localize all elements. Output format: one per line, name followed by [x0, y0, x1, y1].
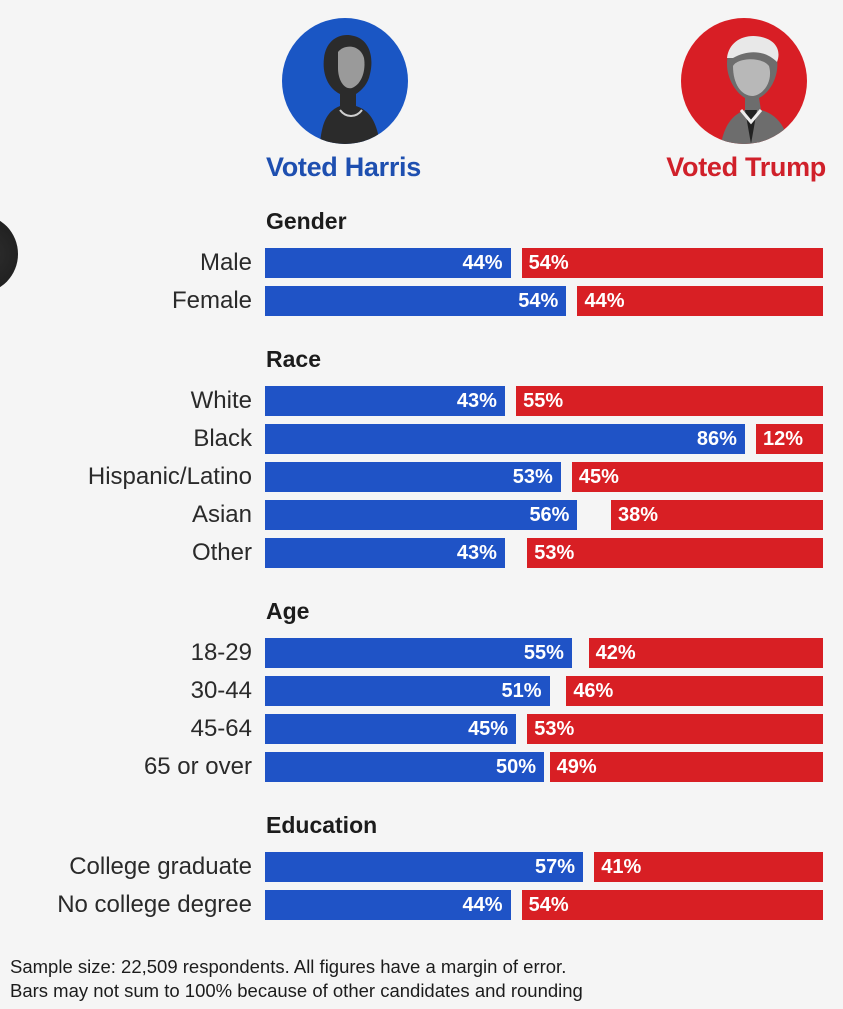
bar-trump-female: 44% — [577, 286, 823, 316]
bar-harris-30-44: 51% — [265, 676, 550, 706]
bar-trump-65-or-over: 49% — [549, 752, 823, 782]
bar-label-harris-male: 44% — [462, 252, 503, 274]
bar-trump-hispanic-latino: 45% — [571, 462, 823, 492]
bar-label-harris-college-graduate: 57% — [535, 856, 576, 878]
section-title-education: Education — [266, 812, 378, 838]
row-label-asian: Asian — [191, 501, 252, 528]
bar-harris-hispanic-latino: 53% — [265, 462, 561, 492]
bar-label-harris-no-college-degree: 44% — [462, 894, 503, 916]
bar-label-harris-18-29: 55% — [523, 642, 564, 664]
bar-label-trump-other: 53% — [534, 542, 575, 564]
bar-label-trump-hispanic-latino: 45% — [578, 466, 619, 488]
bar-label-trump-18-29: 42% — [595, 642, 636, 664]
section-title-age: Age — [266, 598, 310, 624]
bar-label-harris-hispanic-latino: 53% — [512, 466, 553, 488]
bar-label-harris-65-or-over: 50% — [495, 756, 536, 778]
harris-legend-label: Voted Harris — [266, 152, 421, 182]
bar-label-trump-college-graduate: 41% — [601, 856, 642, 878]
bar-label-trump-45-64: 53% — [534, 718, 575, 740]
bar-trump-45-64: 53% — [527, 714, 823, 744]
bar-trump-no-college-degree: 54% — [521, 890, 823, 920]
overlay-circle-button[interactable] — [0, 215, 18, 293]
bar-label-trump-white: 55% — [523, 390, 564, 412]
bar-trump-male: 54% — [521, 248, 823, 278]
bar-label-trump-65-or-over: 49% — [556, 756, 597, 778]
footnote: Sample size: 22,509 respondents. All fig… — [10, 955, 583, 1003]
bar-trump-white: 55% — [516, 386, 823, 416]
trump-legend-label: Voted Trump — [666, 152, 826, 182]
harris-portrait-icon — [282, 18, 408, 144]
row-label-white: White — [190, 387, 252, 414]
bar-label-harris-black: 86% — [696, 428, 737, 450]
bar-harris-male: 44% — [265, 248, 511, 278]
row-label-no-college-degree: No college degree — [57, 891, 252, 918]
bar-harris-no-college-degree: 44% — [265, 890, 511, 920]
row-label-45-64: 45-64 — [190, 715, 252, 742]
footnote-line-2: Bars may not sum to 100% because of othe… — [10, 980, 583, 1001]
row-label-18-29: 18-29 — [190, 639, 252, 666]
bar-label-harris-30-44: 51% — [501, 680, 542, 702]
bar-harris-college-graduate: 57% — [265, 852, 584, 882]
row-label-male: Male — [199, 249, 252, 276]
bar-trump-other: 53% — [527, 538, 823, 568]
section-title-gender: Gender — [266, 208, 347, 234]
bar-trump-18-29: 42% — [588, 638, 823, 668]
row-label-female: Female — [171, 287, 252, 314]
row-label-other: Other — [191, 539, 252, 566]
bar-label-trump-male: 54% — [528, 252, 569, 274]
bar-label-harris-45-64: 45% — [468, 718, 509, 740]
bar-trump-asian: 38% — [610, 500, 823, 530]
bar-trump-black: 12% — [756, 424, 823, 454]
bar-label-trump-no-college-degree: 54% — [528, 894, 569, 916]
bar-label-trump-30-44: 46% — [573, 680, 614, 702]
bar-harris-65-or-over: 50% — [265, 752, 544, 782]
bar-trump-college-graduate: 41% — [594, 852, 823, 882]
row-label-65-or-over: 65 or over — [143, 753, 252, 780]
row-label-black: Black — [193, 425, 252, 452]
bar-label-harris-other: 43% — [456, 542, 497, 564]
bar-label-harris-asian: 56% — [529, 504, 570, 526]
trump-portrait-icon — [681, 18, 807, 144]
bar-harris-other: 43% — [265, 538, 505, 568]
bar-trump-30-44: 46% — [566, 676, 823, 706]
bar-label-trump-black: 12% — [763, 428, 804, 450]
row-label-college-graduate: College graduate — [69, 853, 252, 880]
bar-harris-white: 43% — [265, 386, 505, 416]
bar-label-trump-female: 44% — [584, 290, 625, 312]
row-label-hispanic-latino: Hispanic/Latino — [87, 463, 252, 490]
row-label-30-44: 30-44 — [190, 677, 252, 704]
bar-harris-black: 86% — [265, 424, 745, 454]
bar-harris-45-64: 45% — [265, 714, 517, 744]
section-title-race: Race — [266, 346, 321, 372]
bar-label-harris-white: 43% — [456, 390, 497, 412]
bar-harris-18-29: 55% — [265, 638, 572, 668]
bar-harris-female: 54% — [265, 286, 567, 316]
bar-harris-asian: 56% — [265, 500, 578, 530]
bar-label-harris-female: 54% — [518, 290, 559, 312]
bar-label-trump-asian: 38% — [617, 504, 658, 526]
footnote-line-1: Sample size: 22,509 respondents. All fig… — [10, 956, 567, 977]
